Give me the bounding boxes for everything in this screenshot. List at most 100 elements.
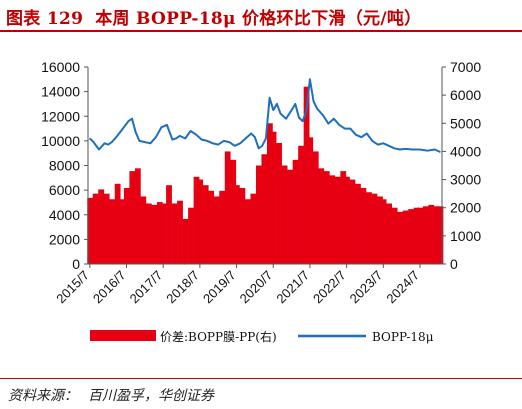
bopp-18u-point <box>294 103 296 105</box>
spread-bar <box>160 203 167 264</box>
spread-bar <box>408 209 415 264</box>
figure-source: 资料来源： 百川盈孚，华创证券 <box>8 385 224 405</box>
legend-swatch-spread <box>90 330 156 341</box>
figure-title: 图表 129 本周 BOPP-18μ 价格环比下滑（元/吨） <box>6 4 433 29</box>
spread-bar <box>244 199 251 264</box>
right-tick-label: 7000 <box>450 59 481 75</box>
right-tick-label: 6000 <box>450 87 481 103</box>
spread-bar <box>371 193 378 264</box>
spread-bar <box>437 206 444 264</box>
legend: 价差:BOPP膜-PP(右) BOPP-18μ <box>90 329 434 344</box>
bopp-18u-point <box>103 142 106 144</box>
spread-bar <box>182 218 189 264</box>
left-tick-label: 0 <box>72 256 80 272</box>
figure-label: 图表 129 <box>6 9 84 29</box>
spread-bar <box>298 145 304 264</box>
bopp-18u-point <box>360 136 362 138</box>
right-tick-label: 4000 <box>450 143 481 159</box>
x-tick-label: 2024/7 <box>383 268 422 307</box>
bopp-18u-point <box>149 142 151 144</box>
spread-bar <box>287 169 293 264</box>
bopp-18u-point <box>184 137 186 140</box>
spread-bars <box>87 86 444 265</box>
bopp-18u-point <box>166 124 168 126</box>
spread-bar <box>344 176 350 264</box>
bopp-18u-point <box>127 120 129 122</box>
left-tick-label: 10000 <box>41 133 80 149</box>
x-tick-label: 2019/7 <box>200 268 239 307</box>
spread-bar <box>98 189 105 264</box>
spread-bar <box>391 207 398 264</box>
legend-label-bopp: BOPP-18μ <box>372 330 434 344</box>
bopp-18u-point <box>290 109 293 111</box>
spread-bar <box>312 151 319 264</box>
bopp-18u-point <box>245 137 247 140</box>
spread-bar <box>270 131 277 264</box>
bopp-18u-point <box>217 143 219 146</box>
spread-bar <box>276 142 282 264</box>
bopp-18u-point <box>268 97 271 99</box>
bopp-18u-point <box>135 131 137 133</box>
spread-bar <box>413 207 420 264</box>
spread-bar <box>87 197 94 264</box>
bopp-18u-point <box>377 143 379 146</box>
bopp-line-layer <box>89 78 441 153</box>
spread-bar <box>197 179 204 264</box>
bopp-18u-point <box>171 139 173 141</box>
spread-bar <box>109 199 116 264</box>
bopp-18u-point <box>160 126 162 128</box>
spread-bar <box>202 185 209 264</box>
spread-bar <box>386 203 393 264</box>
bopp-18u-point <box>285 118 287 120</box>
bopp-18u-point <box>228 141 230 143</box>
bopp-18u-point <box>434 148 436 151</box>
bopp-18u-point <box>302 120 304 122</box>
bopp-18u-point <box>399 148 401 151</box>
spread-bar <box>318 168 325 264</box>
spread-bar <box>422 206 429 264</box>
left-tick-label: 4000 <box>49 207 80 223</box>
bopp-18u-point <box>98 148 100 151</box>
title-rule <box>0 30 522 32</box>
bopp-18u-point <box>116 135 118 137</box>
spread-bar <box>428 204 435 264</box>
bopp-18u-point <box>234 145 236 147</box>
left-tick-label: 6000 <box>49 182 80 198</box>
source-text: 百川盈孚，华创证券 <box>88 388 214 404</box>
bopp-18u-point <box>366 132 368 135</box>
bopp-18u-point <box>355 134 357 136</box>
spread-bar <box>213 196 220 264</box>
x-tick-label: 2020/7 <box>237 268 276 307</box>
spread-bar <box>219 190 226 264</box>
bopp-18u-point <box>155 136 157 138</box>
spread-bar <box>281 165 288 264</box>
bopp-18u-point <box>138 140 140 142</box>
spread-bar <box>323 171 330 264</box>
spread-bar <box>349 179 356 264</box>
bopp-18u-point <box>92 141 95 143</box>
bopp-18u-point <box>298 116 300 119</box>
spread-bar <box>233 185 240 264</box>
bopp-18u-point <box>131 118 133 120</box>
bopp-18u-point <box>122 127 124 130</box>
spread-bar <box>224 151 231 264</box>
spread-bar <box>166 185 172 264</box>
bopp-18u-point <box>239 142 241 144</box>
spread-bar <box>230 159 237 264</box>
bopp-18u-point <box>333 118 335 120</box>
x-tick-label: 2015/7 <box>53 268 92 307</box>
spread-bar <box>366 192 372 264</box>
spread-bar <box>177 200 183 264</box>
x-tick-label: 2022/7 <box>310 268 349 307</box>
spread-bar <box>156 202 163 264</box>
bopp-18u-point <box>316 108 318 110</box>
bopp-18u-point <box>393 147 395 149</box>
right-tick-label: 1000 <box>450 228 481 244</box>
spread-bar <box>417 207 424 264</box>
bopp-18u-point <box>250 132 252 135</box>
bopp-18u-point <box>107 143 109 146</box>
left-tick-label: 2000 <box>49 231 80 247</box>
bopp-18u-point <box>175 137 177 140</box>
bopp-18u-point <box>309 78 311 80</box>
bopp-18u-point <box>338 124 340 126</box>
